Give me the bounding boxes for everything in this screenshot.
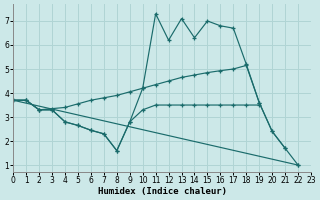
X-axis label: Humidex (Indice chaleur): Humidex (Indice chaleur) [98,187,227,196]
